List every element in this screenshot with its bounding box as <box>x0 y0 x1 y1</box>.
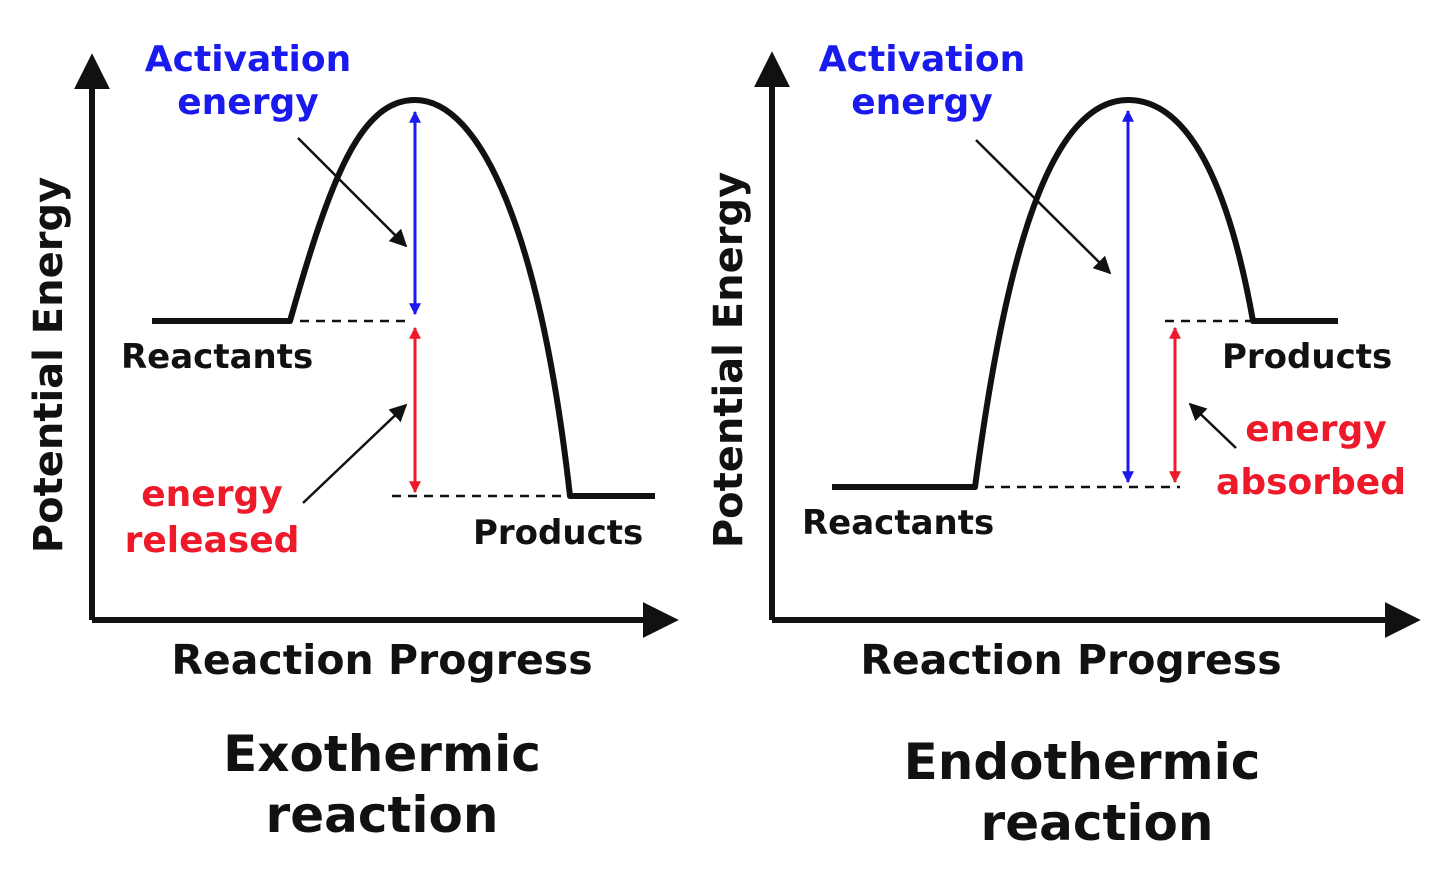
endothermic-energy-curve <box>832 97 1338 490</box>
endothermic-diagram: Potential Energy Reaction Progress Activ… <box>706 39 1421 852</box>
endothermic-energy-change-label-line1: energy <box>1245 409 1386 450</box>
endothermic-reactants-label: Reactants <box>802 503 994 543</box>
endothermic-caption-line1: Endothermic <box>904 733 1261 791</box>
endothermic-products-label: Products <box>1222 337 1392 377</box>
endothermic-activation-label-line2: energy <box>851 82 992 123</box>
exothermic-energy-change-label-line1: energy <box>141 474 282 515</box>
exothermic-energy-curve <box>152 97 655 499</box>
exothermic-products-label: Products <box>473 513 643 553</box>
exothermic-caption-line1: Exothermic <box>223 725 541 783</box>
exothermic-diagram: Potential Energy Reaction Progress Activ… <box>26 39 679 844</box>
endothermic-activation-label-line1: Activation <box>819 39 1025 80</box>
exothermic-caption-line2: reaction <box>266 786 499 844</box>
exothermic-activation-pointer <box>297 137 408 248</box>
exothermic-activation-label-line1: Activation <box>145 39 351 80</box>
endothermic-energy-change-label-line2: absorbed <box>1216 462 1406 503</box>
endothermic-caption-line2: reaction <box>981 794 1214 852</box>
endothermic-energy-change-pointer <box>1188 402 1237 449</box>
endothermic-y-axis-label: Potential Energy <box>706 172 752 548</box>
exothermic-energy-change-pointer <box>302 403 408 504</box>
endothermic-x-axis-label: Reaction Progress <box>860 636 1281 684</box>
exothermic-energy-change-label-line2: released <box>125 520 300 561</box>
exothermic-x-axis-label: Reaction Progress <box>171 636 592 684</box>
exothermic-reactants-label: Reactants <box>121 337 313 377</box>
exothermic-y-axis-label: Potential Energy <box>26 177 72 553</box>
exothermic-activation-label-line2: energy <box>177 82 318 123</box>
endothermic-activation-pointer <box>975 139 1112 275</box>
